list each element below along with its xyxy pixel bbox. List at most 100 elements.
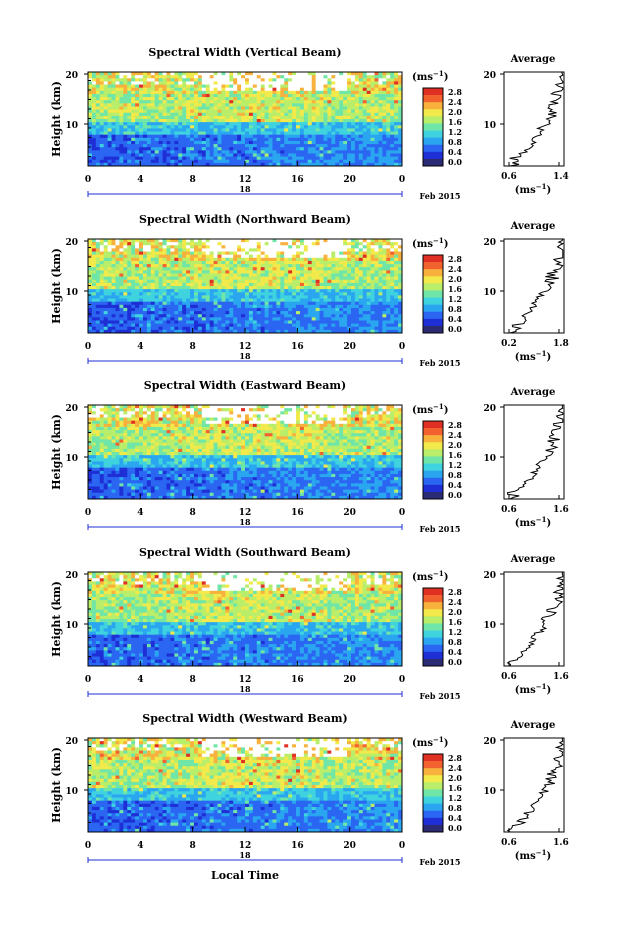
heatmap-cell [229, 260, 234, 265]
heatmap-cell [182, 267, 187, 271]
heatmap-cell [303, 264, 309, 268]
heatmap-cell [354, 106, 360, 110]
heatmap-cell [292, 125, 297, 129]
heatmap-cell [245, 112, 250, 117]
heatmap-cell [252, 282, 258, 287]
heatmap-cell [245, 276, 250, 281]
heatmap-cell [197, 264, 203, 268]
heatmap-cell [299, 156, 305, 161]
heatmap-cell [303, 78, 309, 82]
heatmap-cell [311, 153, 317, 157]
heatmap-cell [241, 298, 246, 303]
heatmap-cell [170, 260, 175, 265]
heatmap-cell [299, 162, 305, 167]
heatmap-cell [150, 78, 156, 82]
heatmap-cell [193, 320, 199, 324]
heatmap-cell [182, 304, 187, 309]
heatmap-cell [139, 254, 144, 259]
heatmap-cell [91, 408, 97, 412]
heatmap-cell [131, 119, 136, 123]
heatmap-cell [245, 289, 250, 293]
heatmap-cell [241, 100, 246, 104]
heatmap-cell [88, 270, 93, 274]
heatmap-cell [182, 106, 187, 110]
colorbar-unit: (ms−1) [412, 69, 448, 83]
heatmap-cell [292, 162, 297, 167]
heatmap-cell [154, 93, 160, 98]
heatmap-cell [237, 109, 242, 114]
heatmap-cell [205, 156, 211, 161]
heatmap-cell [347, 106, 352, 110]
heatmap-cell [229, 119, 234, 123]
heatmap-cell [178, 260, 183, 265]
heatmap-cell [311, 84, 317, 89]
heatmap-cell [217, 264, 222, 268]
heatmap-cell [146, 264, 152, 268]
heatmap-cell [111, 298, 116, 303]
heatmap-cell [162, 260, 167, 265]
heatmap-cell [374, 245, 379, 249]
heatmap-cell [292, 87, 297, 92]
heatmap-cell [131, 72, 136, 76]
heatmap-cell [166, 131, 171, 136]
heatmap-cell [154, 320, 160, 324]
heatmap-cell [205, 326, 211, 331]
heatmap-cell [362, 254, 368, 259]
heatmap-cell [241, 286, 246, 290]
heatmap-cell [378, 298, 383, 303]
heatmap-cell [162, 301, 167, 306]
heatmap-cell [319, 289, 324, 293]
heatmap-cell [296, 150, 301, 154]
heatmap-cell [225, 260, 230, 265]
heatmap-cell [103, 128, 109, 132]
heatmap-cell [217, 131, 222, 136]
heatmap-cell [382, 137, 387, 142]
heatmap-cell [374, 75, 379, 79]
heatmap-cell [382, 282, 387, 287]
heatmap-cell [127, 150, 132, 154]
heatmap-cell [288, 93, 293, 98]
heatmap-cell [142, 90, 148, 95]
heatmap-cell [327, 81, 332, 85]
heatmap-cell [182, 301, 187, 306]
heatmap-cell [335, 131, 340, 136]
heatmap-cell [103, 106, 109, 110]
heatmap-cell [245, 260, 250, 265]
heatmap-cell [107, 245, 112, 249]
heatmap-cell [158, 257, 163, 262]
heatmap-cell [115, 264, 120, 268]
heatmap-cell [99, 75, 105, 79]
heatmap-cell [331, 292, 336, 296]
heatmap-cell [205, 295, 211, 299]
heatmap-cell [237, 329, 242, 334]
heatmap-cell [225, 147, 230, 151]
heatmap-cell [252, 81, 258, 85]
heatmap-cell [394, 159, 399, 164]
heatmap-cell [103, 329, 109, 334]
heatmap-cell [335, 140, 340, 145]
heatmap-cell [311, 112, 317, 117]
heatmap-cell [256, 153, 262, 157]
heatmap-cell [398, 140, 403, 145]
heatmap-cell [131, 128, 136, 132]
heatmap-cell [99, 295, 105, 299]
heatmap-cell [170, 106, 175, 110]
heatmap-cell [307, 125, 313, 129]
heatmap-cell [260, 329, 266, 334]
heatmap-cell [221, 100, 226, 104]
heatmap-cell [131, 87, 136, 92]
heatmap-cell [280, 134, 285, 139]
heatmap-cell [225, 75, 230, 79]
heatmap-cell [358, 100, 364, 104]
heatmap-cell [146, 267, 152, 271]
heatmap-cell [390, 307, 395, 312]
heatmap-cell [139, 295, 144, 299]
heatmap-cell [170, 153, 175, 157]
heatmap-cell [331, 282, 336, 287]
heatmap-cell [154, 131, 160, 136]
heatmap-cell [284, 292, 289, 296]
heatmap-cell [197, 282, 203, 287]
heatmap-cell [245, 84, 250, 89]
heatmap-cell [162, 323, 167, 328]
heatmap-cell [225, 156, 230, 161]
